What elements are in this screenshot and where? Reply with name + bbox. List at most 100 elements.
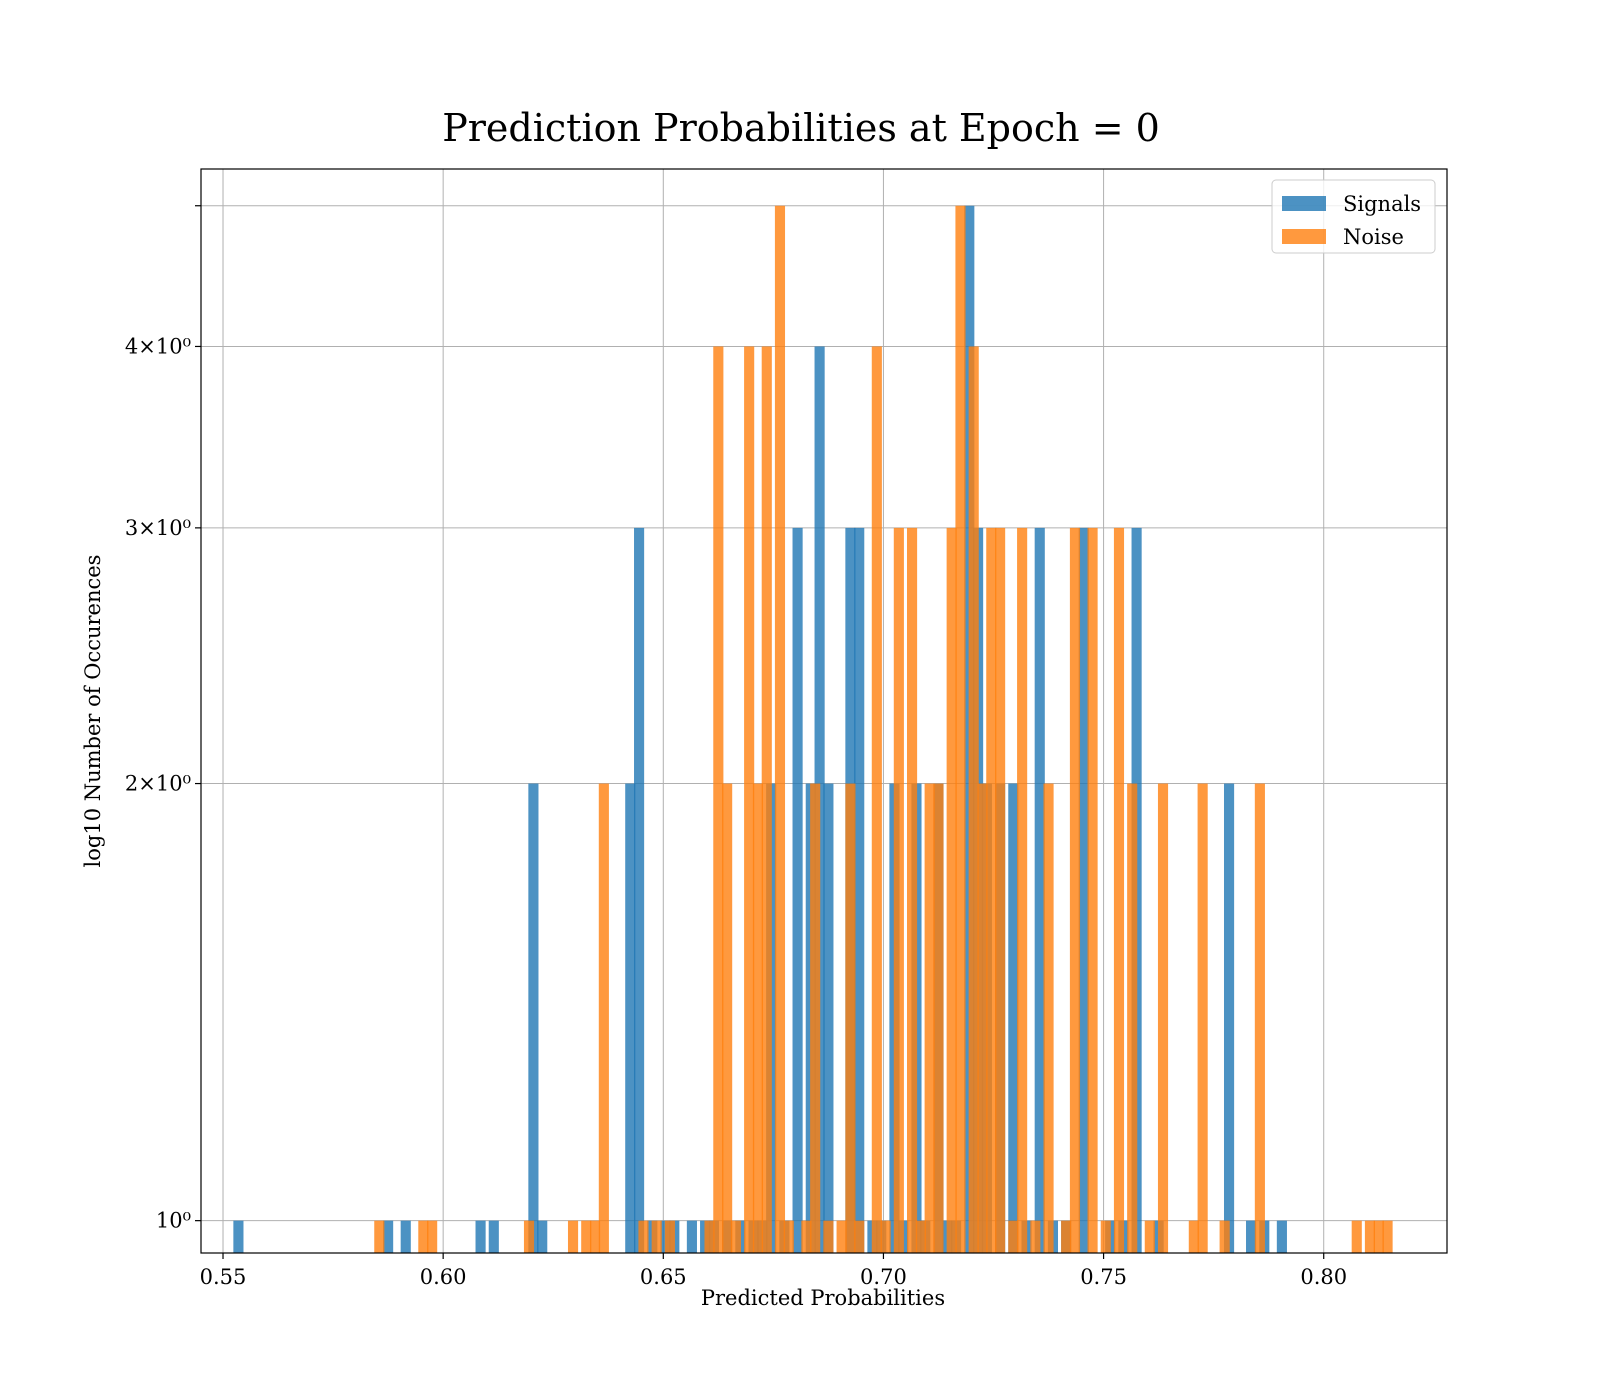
bar-noise	[1157, 783, 1169, 1253]
y-tick-label: 3×10⁰	[125, 516, 191, 540]
bar-noise	[924, 783, 935, 1253]
bar-noise	[986, 527, 997, 1253]
bar-noise	[1382, 1220, 1393, 1253]
bar-signals	[1078, 527, 1089, 1253]
y-ticks: 10⁰ 2×10⁰ 3×10⁰ 4×10⁰	[125, 205, 201, 1233]
bar-noise	[1351, 1220, 1362, 1253]
bar-noise	[946, 527, 957, 1253]
bar-noise	[801, 1220, 812, 1253]
bar-signals	[400, 1220, 411, 1253]
bar-signals	[854, 527, 865, 1253]
bar-noise	[1144, 1220, 1155, 1253]
bar-signals	[475, 1220, 486, 1253]
bar-signals	[1276, 1220, 1287, 1253]
bar-noise	[783, 1220, 794, 1253]
legend: Signals Noise	[1271, 179, 1436, 254]
bar-noise	[1197, 783, 1208, 1253]
legend-swatch-signals	[1282, 196, 1326, 211]
bar-noise	[823, 1220, 834, 1253]
x-axis-label: Predicted Probabilities	[701, 1286, 945, 1310]
bar-noise	[774, 205, 786, 1253]
bar-noise	[638, 1220, 649, 1253]
bar-noise	[1113, 527, 1125, 1253]
bar-noise	[761, 346, 772, 1253]
bar-noise	[1061, 1220, 1072, 1253]
bar-noise	[845, 783, 856, 1253]
bars	[233, 205, 1393, 1253]
bar-signals	[1034, 527, 1045, 1253]
bar-signals	[1008, 783, 1019, 1253]
bar-noise	[1043, 783, 1054, 1253]
bar-signals	[383, 1220, 394, 1253]
bar-noise	[836, 1220, 847, 1253]
bar-noise	[995, 527, 1006, 1253]
bar-noise	[744, 346, 755, 1253]
bar-noise	[1100, 1220, 1111, 1253]
bar-noise	[752, 783, 764, 1253]
y-axis-label: log10 Number of Occurences	[81, 555, 105, 868]
bar-noise	[1008, 1220, 1019, 1253]
bar-noise	[977, 783, 988, 1253]
bar-noise	[1030, 1220, 1041, 1253]
legend-swatch-noise	[1282, 229, 1326, 244]
bar-noise	[418, 1220, 429, 1253]
bar-noise	[581, 1220, 592, 1253]
bar-signals	[528, 783, 539, 1253]
bar-signals	[625, 783, 636, 1253]
bar-noise	[1127, 783, 1138, 1253]
bar-noise	[906, 527, 918, 1253]
plot-frame	[200, 168, 1448, 1254]
bar-noise	[854, 1220, 865, 1253]
bar-signals	[537, 1220, 548, 1253]
x-tick-label: 0.70	[860, 1265, 907, 1289]
bar-signals	[634, 527, 645, 1253]
bar-signals	[1223, 783, 1235, 1253]
bar-noise	[880, 1220, 891, 1253]
bar-noise	[589, 1220, 601, 1253]
bar-noise	[730, 1220, 742, 1253]
x-tick-label: 0.80	[1300, 1265, 1347, 1289]
bar-noise	[651, 1220, 662, 1253]
bar-noise	[567, 1220, 579, 1253]
bar-noise	[704, 1220, 715, 1253]
bar-noise	[1373, 1220, 1384, 1253]
bar-noise	[374, 1220, 385, 1253]
bar-noise	[722, 783, 733, 1253]
bar-noise	[915, 1220, 926, 1253]
bar-noise	[893, 527, 904, 1253]
bar-noise	[1188, 1220, 1199, 1253]
bar-noise	[933, 783, 944, 1253]
y-tick-label: 4×10⁰	[125, 334, 191, 358]
bar-noise	[713, 346, 724, 1253]
bar-signals	[792, 527, 803, 1253]
bar-noise	[1364, 1220, 1376, 1253]
bar-noise	[598, 783, 609, 1253]
bar-noise	[1254, 783, 1265, 1253]
bar-signals	[823, 783, 834, 1253]
y-tick-label: 2×10⁰	[125, 772, 191, 796]
legend-label-noise: Noise	[1343, 225, 1404, 249]
chart-title: Prediction Probabilities at Epoch = 0	[442, 106, 1160, 150]
legend-label-signals: Signals	[1343, 192, 1421, 216]
bar-noise	[1017, 527, 1028, 1253]
bar-signals	[233, 1220, 244, 1253]
bar-noise	[1069, 527, 1081, 1253]
bar-noise	[1087, 527, 1098, 1253]
bar-noise	[523, 1220, 535, 1253]
bar-noise	[1219, 1220, 1230, 1253]
x-ticks: 0.55 0.60 0.65 0.70 0.75 0.80	[200, 1253, 1347, 1289]
bar-noise	[427, 1220, 438, 1253]
bar-noise	[968, 346, 979, 1253]
bar-signals	[686, 1220, 697, 1253]
bar-signals	[488, 1220, 499, 1253]
bar-noise	[871, 346, 882, 1253]
x-tick-label: 0.75	[1080, 1265, 1127, 1289]
bar-noise	[664, 1220, 675, 1253]
bar-signals	[1246, 1220, 1257, 1253]
x-tick-label: 0.55	[200, 1265, 247, 1289]
y-tick-label: 10⁰	[156, 1209, 191, 1233]
bar-noise	[955, 205, 966, 1253]
x-tick-label: 0.65	[640, 1265, 687, 1289]
series-noise	[374, 205, 1393, 1253]
